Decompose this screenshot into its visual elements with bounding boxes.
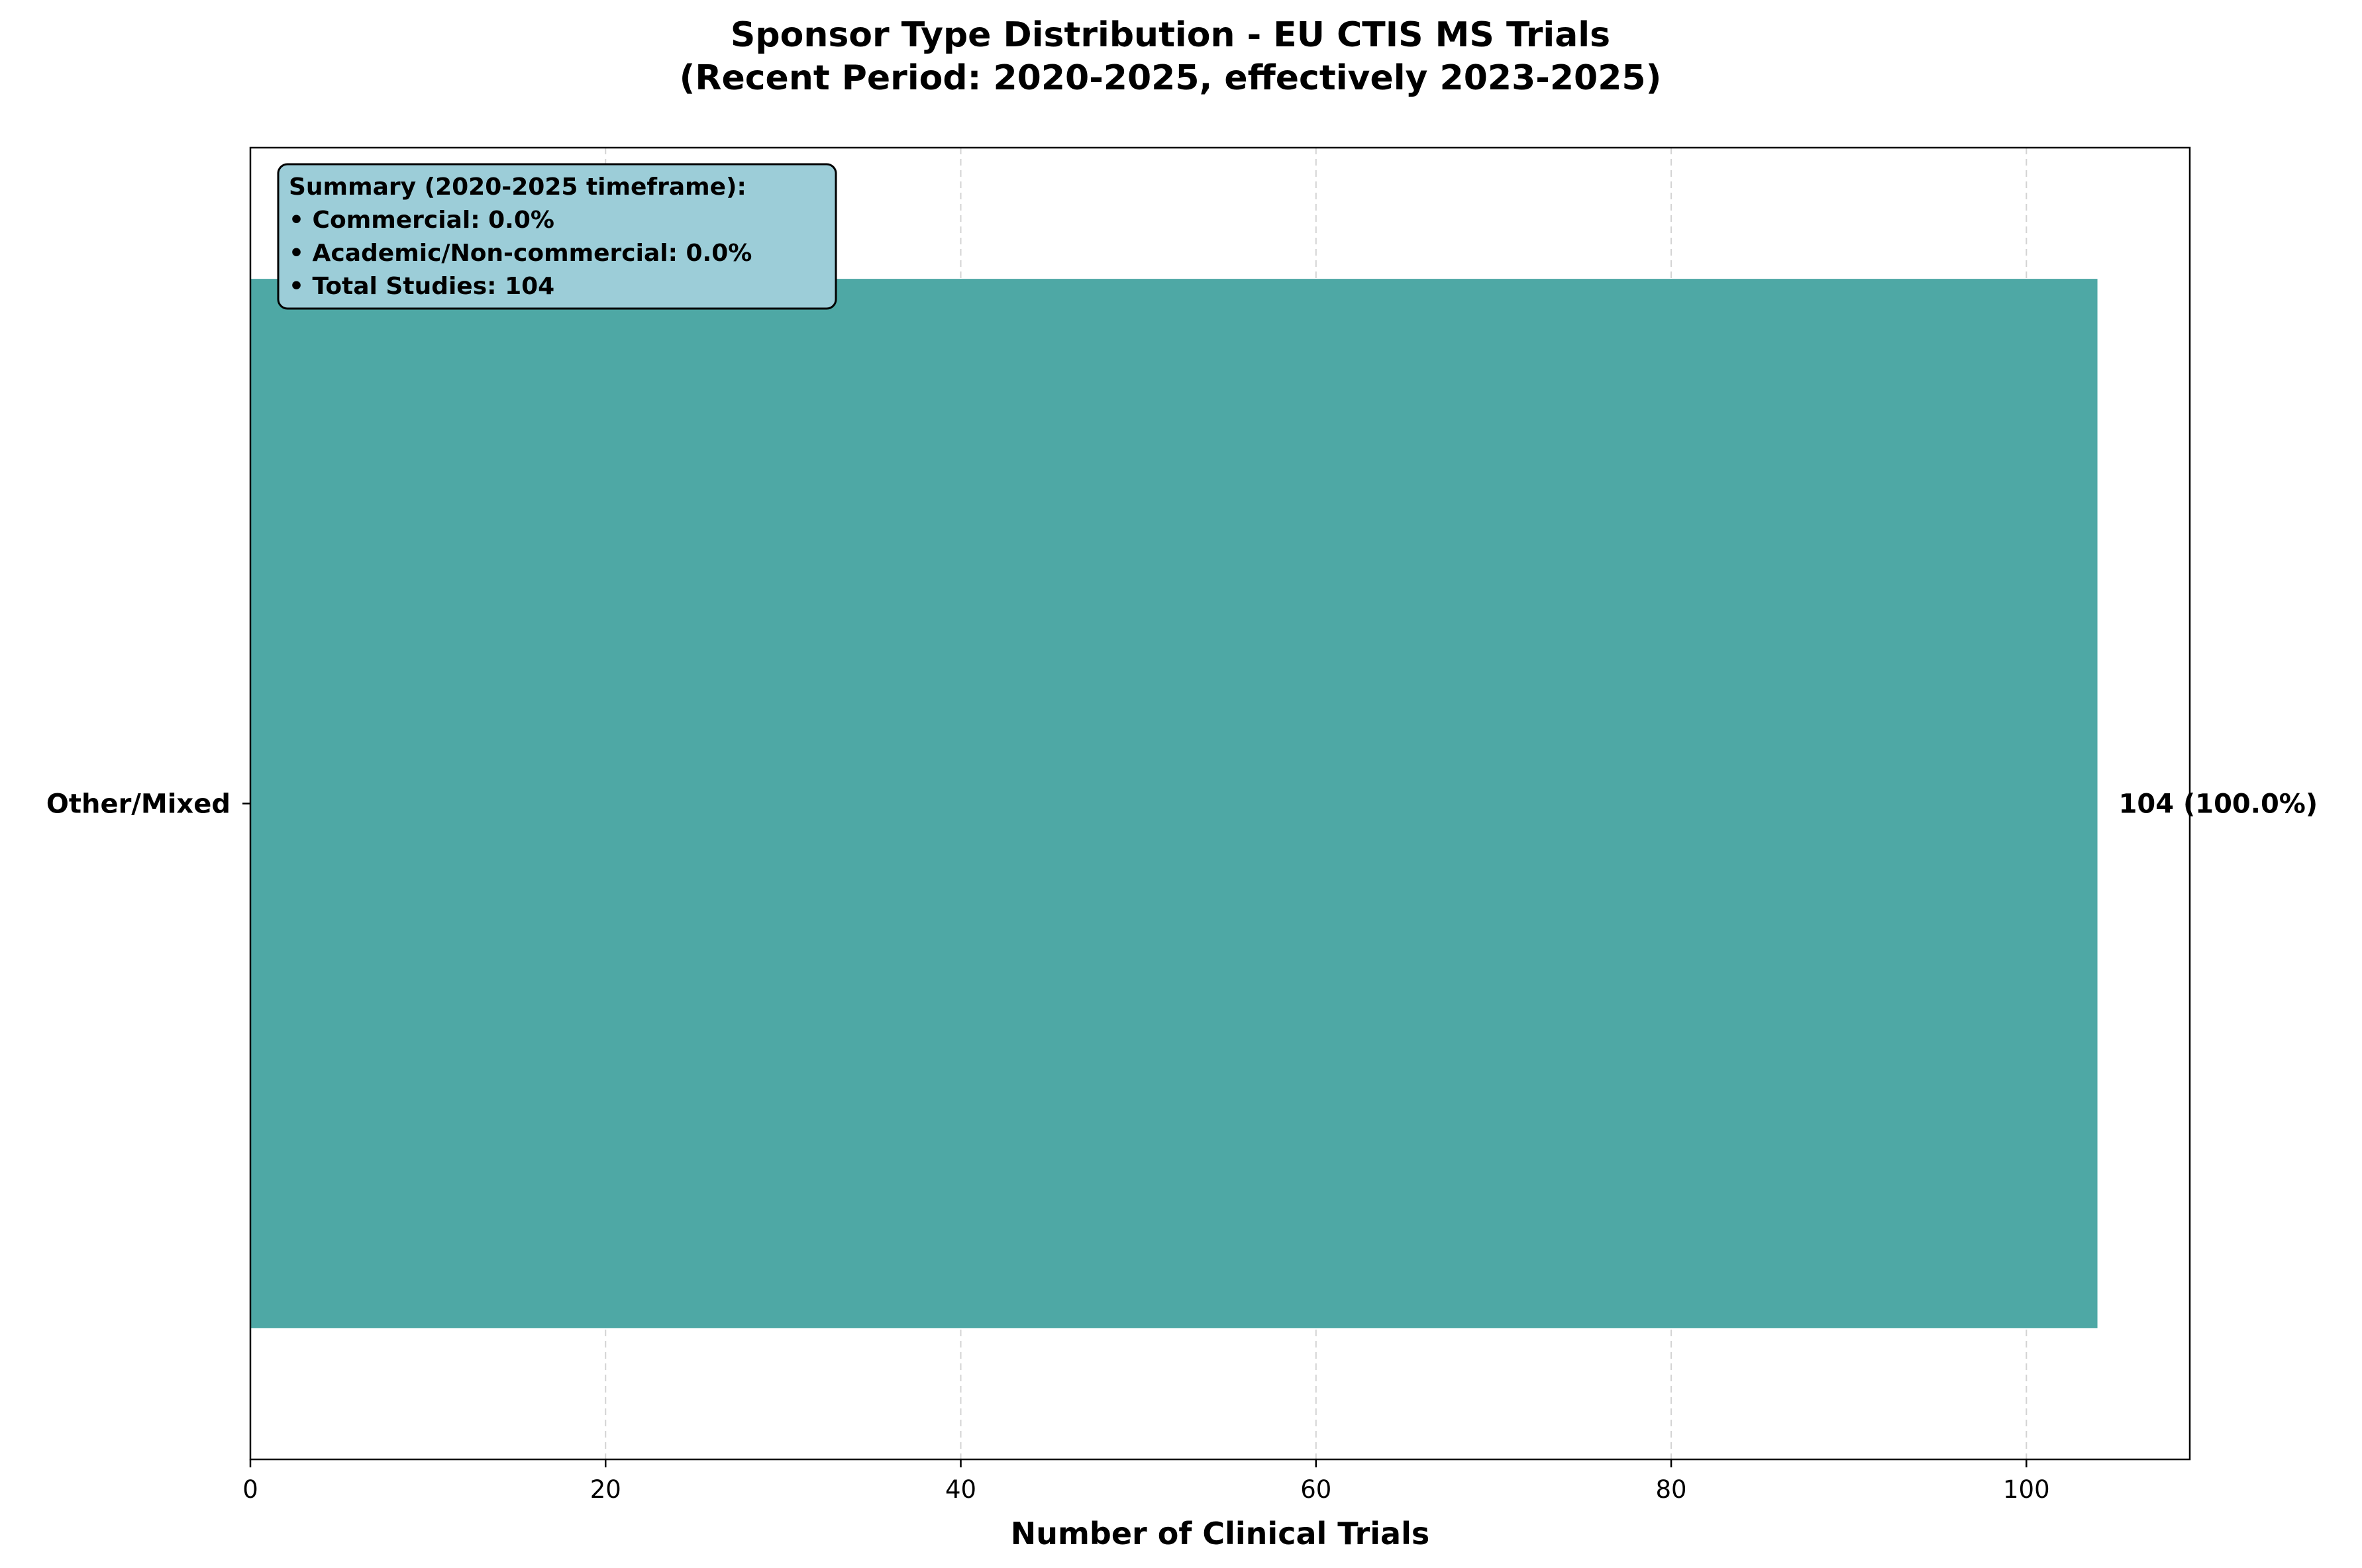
chart-subtitle: (Recent Period: 2020-2025, effectively 2… (680, 58, 1662, 98)
x-tick-label: 40 (945, 1475, 976, 1504)
summary-line-2: • Commercial: 0.0% (289, 207, 554, 234)
summary-box (277, 163, 837, 310)
x-axis-ticks: 0 20 40 60 80 100 (242, 1459, 2050, 1504)
x-tick-label: 0 (242, 1475, 258, 1504)
summary-line-4: • Total Studies: 104 (289, 273, 554, 300)
x-tick-label: 100 (2003, 1475, 2050, 1504)
x-axis-label: Number of Clinical Trials (1011, 1516, 1430, 1551)
y-axis-categories: Other/Mixed (46, 789, 250, 820)
x-tick-label: 80 (1656, 1475, 1687, 1504)
x-tick-label: 20 (590, 1475, 621, 1504)
summary-annotation: Summary (2020-2025 timeframe): • Commerc… (277, 163, 837, 310)
bar (250, 279, 2098, 1328)
chart-title: Sponsor Type Distribution - EU CTIS MS T… (731, 15, 1610, 55)
bar-value-label: 104 (100.0%) (2119, 789, 2318, 820)
summary-line-1: Summary (2020-2025 timeframe): (289, 173, 746, 201)
bar-layer: 104 (100.0%) (250, 279, 2318, 1328)
y-category-label: Other/Mixed (46, 789, 231, 820)
summary-line-3: • Academic/Non-commercial: 0.0% (289, 240, 752, 267)
x-tick-label: 60 (1300, 1475, 1331, 1504)
